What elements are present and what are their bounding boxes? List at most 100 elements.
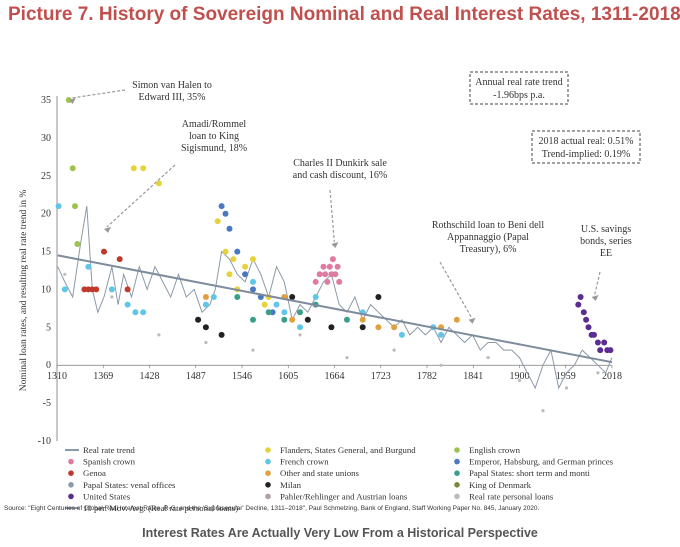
data-point (242, 271, 249, 278)
legend-label: Real rate trend (83, 445, 135, 455)
legend-label: Papal States: venal offices (83, 480, 176, 490)
annotation-arrow (594, 271, 601, 296)
legend-label: French crown (280, 457, 329, 467)
legend-swatch (265, 458, 271, 465)
data-point (594, 339, 601, 346)
data-point (597, 347, 604, 354)
annual-trend-box: Annual real rate trend -1.96bps p.a. (475, 77, 562, 101)
data-point (596, 371, 600, 375)
annotation-arrow (329, 189, 335, 243)
legend-swatch (454, 482, 460, 488)
data-point (242, 263, 249, 270)
data-point (55, 203, 62, 210)
data-point (74, 241, 81, 247)
legend-swatch (265, 470, 271, 477)
data-point (63, 272, 67, 276)
legend-swatch (454, 447, 460, 453)
data-point (601, 339, 608, 346)
data-point (69, 165, 76, 172)
legend: Real rate trend Flanders, States General,… (65, 445, 614, 513)
data-point (214, 218, 221, 225)
data-point (334, 263, 341, 270)
y-tick-label: 5 (46, 322, 51, 333)
real-rate-trend-line (57, 254, 613, 364)
data-point (204, 340, 208, 345)
annotation-text: Simon van Halen to Edward III, 35% (132, 80, 212, 103)
legend-swatch (265, 447, 271, 453)
legend-label: Spanish crown (83, 457, 136, 467)
data-point (61, 286, 68, 293)
y-axis-label: Nominal loan rates, and resulting real r… (19, 190, 29, 392)
data-point (345, 356, 349, 360)
data-point (439, 363, 443, 367)
data-point (607, 347, 614, 354)
annotation-text: Rothschild loan to Beni dell Appannaggio … (432, 220, 544, 255)
x-tick-label: 1900 (510, 371, 530, 382)
data-point (202, 324, 209, 331)
data-point (222, 210, 229, 217)
data-point (304, 316, 311, 323)
data-point (202, 301, 209, 308)
data-point (116, 256, 123, 263)
legend-swatch (68, 458, 74, 465)
data-point (375, 324, 382, 331)
legend-label: Papal States: short term and monti (469, 468, 590, 478)
annotations: Simon van Halen to Edward III, 35% Amadi/R… (68, 71, 641, 324)
data-point (391, 324, 398, 331)
data-point (583, 316, 590, 323)
legend-label: English crown (469, 445, 521, 455)
data-point (591, 331, 597, 338)
data-point (322, 271, 329, 278)
actual-rate-box-frame (531, 130, 641, 164)
data-point (130, 165, 137, 172)
legend-swatch (454, 470, 460, 477)
legend-swatch (454, 458, 460, 465)
data-point (251, 348, 255, 352)
data-point (580, 309, 587, 316)
data-point (101, 248, 107, 255)
y-tick-label: 30 (41, 133, 51, 144)
data-point (202, 294, 209, 300)
y-tick-label: 35 (41, 95, 51, 106)
data-point (124, 301, 131, 308)
data-point (218, 331, 225, 338)
data-point (226, 271, 233, 278)
legend-label: Flanders, States General, and Burgund (280, 445, 416, 455)
annotation-text: Amadi/Rommel loan to King Sigismund, 18% (181, 119, 247, 154)
x-tick-label: 1723 (371, 371, 391, 382)
x-tick-label: 2018 (602, 371, 622, 382)
data-point (344, 316, 350, 323)
legend-swatch (68, 493, 74, 500)
data-point (289, 316, 296, 323)
x-tick-label: 1782 (417, 371, 437, 382)
data-point (312, 294, 319, 300)
data-point (453, 316, 460, 323)
data-point (297, 324, 303, 331)
legend-swatch (68, 470, 74, 477)
chart-title: Picture 7. History of Sovereign Nominal … (8, 4, 680, 25)
legend-label: King of Denmark (469, 480, 532, 490)
data-point (298, 333, 302, 337)
data-point (250, 286, 256, 293)
legend-label: United States (83, 491, 131, 501)
data-point (222, 248, 229, 255)
x-tick-label: 1369 (93, 371, 113, 382)
data-point (234, 248, 241, 255)
data-point (324, 278, 331, 285)
legend-label: Milan (280, 480, 302, 490)
data-point (93, 286, 100, 293)
data-point (157, 333, 161, 337)
x-tick-label: 1310 (47, 371, 67, 382)
data-point (140, 165, 147, 172)
x-tick-label: 1428 (140, 371, 160, 382)
annotation-arrowhead (468, 317, 476, 324)
legend-label: Real rate personal loans (469, 491, 554, 501)
data-point (230, 256, 237, 263)
y-tick-label: -5 (43, 398, 51, 409)
annotation-arrowhead (331, 241, 339, 248)
annotation-arrow (439, 261, 473, 319)
data-point (375, 294, 382, 300)
chart-axes: -10 -5 0 5 10 15 20 25 30 35 1310 1369 1428 1487 1546 1… (19, 95, 622, 447)
data-point (218, 203, 225, 210)
y-tick-label: -10 (38, 436, 51, 447)
